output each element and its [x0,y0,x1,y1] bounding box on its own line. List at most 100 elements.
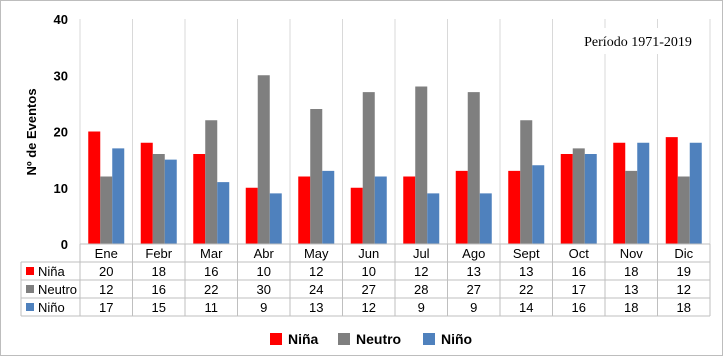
table-value: 10 [362,264,376,279]
bar-niña-jul [403,176,416,244]
bar-niño-may [322,170,335,244]
table-value: 15 [152,300,166,315]
bar-niño-dic [689,142,702,244]
x-category-label: Sept [513,246,540,261]
x-category-label: Ago [462,246,485,261]
table-value: 16 [152,282,166,297]
y-tick-label: 40 [54,12,68,27]
x-category-label: May [304,246,329,261]
table-value: 27 [467,282,481,297]
legend-label: Neutro [356,331,401,347]
x-category-label: Nov [620,246,644,261]
bar-niña-sept [508,170,521,244]
x-category-label: Jul [413,246,430,261]
y-tick-label: 30 [54,68,68,83]
table-value: 16 [204,264,218,279]
table-value: 18 [677,300,691,315]
period-annotation: Período 1971-2019 [584,35,692,50]
table-value: 9 [470,300,477,315]
bar-neutro-may [310,109,323,244]
table-value: 16 [572,300,586,315]
bar-niña-ago [455,170,468,244]
bar-niña-ene [88,131,101,244]
table-series-label: Niño [38,300,65,315]
table-legend-key [26,303,34,311]
legend-key-niña [270,333,282,345]
bar-niña-dic [665,137,678,244]
legend: Niña Neutro Niño [270,331,472,347]
bar-niño-jul [427,193,440,244]
table-value: 17 [99,300,113,315]
bar-neutro-jul [415,86,428,244]
y-axis-label: Nº de Eventos [24,88,39,175]
table-value: 12 [414,264,428,279]
legend-key-neutro [338,333,350,345]
table-value: 12 [677,282,691,297]
table-value: 22 [519,282,533,297]
bar-niña-mar [193,154,206,244]
bar-niña-may [298,176,311,244]
x-category-label: Abr [254,246,275,261]
table-value: 17 [572,282,586,297]
bar-niña-abr [245,187,258,244]
bar-niño-oct [584,154,597,244]
table-value: 13 [309,300,323,315]
x-category-label: Jun [358,246,379,261]
data-table: Ene Febr Mar Abr May Jun Jul Ago Sept Oct Nov Dic Ni… [20,243,711,317]
bar-niño-febr [164,159,177,244]
bar-niño-nov [637,142,650,244]
table-value: 18 [624,264,638,279]
bar-neutro-nov [625,170,638,244]
bar-niño-ene [112,148,125,244]
bar-neutro-ago [467,92,480,244]
bar-niño-sept [532,165,545,244]
table-value: 13 [519,264,533,279]
table-value: 9 [260,300,267,315]
bar-niño-jun [374,176,387,244]
table-value: 16 [572,264,586,279]
bar-niña-nov [613,142,626,244]
table-value: 10 [257,264,271,279]
table-legend-key [26,267,34,275]
legend-label: Niña [288,331,319,347]
table-value: 12 [99,282,113,297]
bar-neutro-abr [257,75,270,244]
bar-neutro-febr [152,154,165,244]
bars-layer [88,75,702,244]
x-category-label: Febr [145,246,172,261]
bar-niña-oct [560,154,573,244]
table-value: 12 [309,264,323,279]
x-category-label: Ene [95,246,118,261]
table-value: 28 [414,282,428,297]
table-value: 27 [362,282,376,297]
y-tick-label: 10 [54,181,68,196]
table-value: 24 [309,282,323,297]
legend-label: Niño [441,331,472,347]
bar-niño-abr [269,193,282,244]
x-category-label: Oct [569,246,590,261]
table-value: 30 [257,282,271,297]
bar-neutro-sept [520,120,533,244]
x-category-label: Mar [200,246,223,261]
bar-neutro-mar [205,120,218,244]
table-value: 13 [467,264,481,279]
bar-neutro-ene [100,176,113,244]
bar-niña-jun [350,187,363,244]
bar-neutro-oct [572,148,585,244]
bar-niño-ago [479,193,492,244]
table-series-label: Neutro [38,282,77,297]
table-value: 11 [205,300,219,315]
table-value: 14 [519,300,533,315]
y-tick-label: 0 [61,237,68,252]
legend-key-niño [423,333,435,345]
bar-niña-febr [140,142,153,244]
table-series-label: Niña [38,264,66,279]
table-value: 12 [362,300,376,315]
table-value: 20 [99,264,113,279]
table-value: 13 [624,282,638,297]
table-value: 19 [677,264,691,279]
table-value: 22 [204,282,218,297]
table-legend-key [26,285,34,293]
